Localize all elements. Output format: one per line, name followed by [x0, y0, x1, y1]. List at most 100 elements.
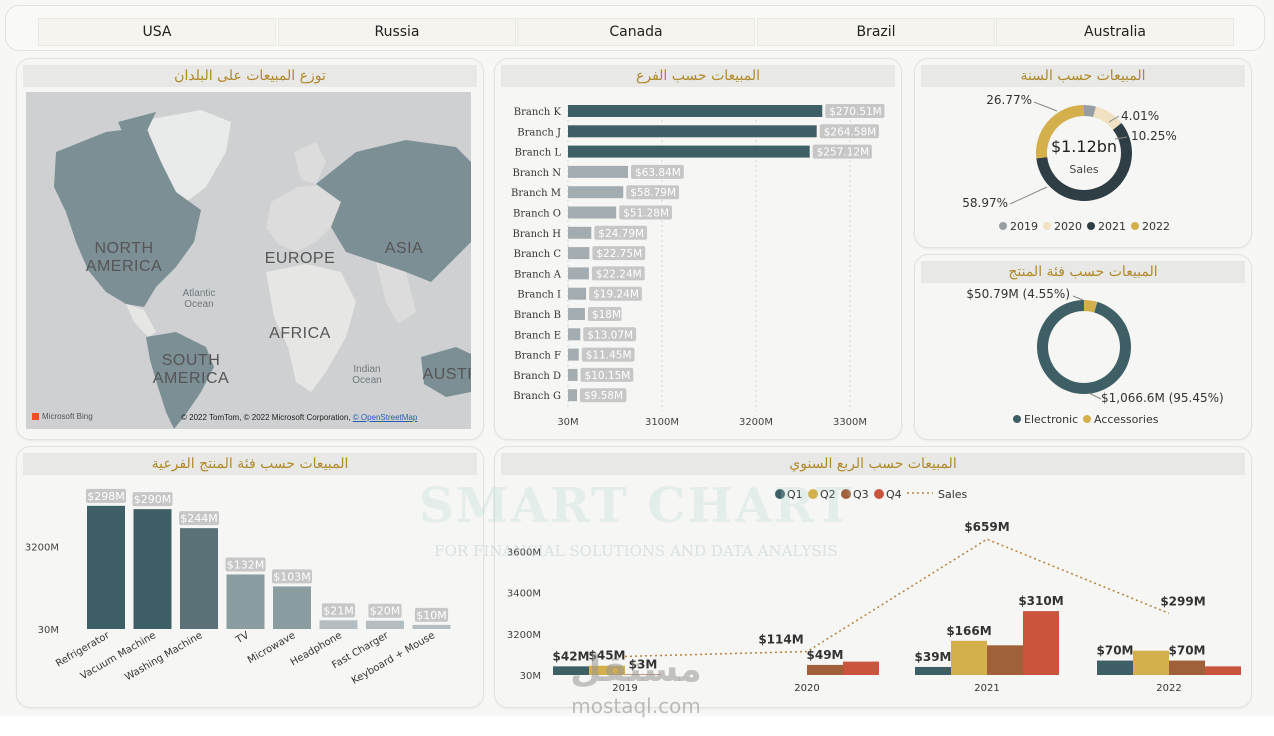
year-legend-swatch — [1131, 222, 1139, 230]
subcategory-data-label: $244M — [180, 512, 218, 525]
subcategory-data-label: $10M — [416, 609, 447, 622]
branch-x-tick: 30M — [557, 417, 578, 428]
tab-canada[interactable]: Canada — [517, 18, 755, 46]
branch-category-label: Branch N — [512, 168, 561, 179]
map-label-north-america: NORTH AMERICA — [85, 240, 163, 275]
quarter-legend-label: Q2 — [820, 488, 836, 501]
branch-category-label: Branch L — [515, 148, 562, 159]
quarter-panel-title: المبيعات حسب الربع السنوي — [501, 453, 1245, 475]
subcategory-data-label-bg — [272, 569, 312, 584]
branch-bar — [568, 165, 629, 178]
quarter-legend-swatch — [808, 489, 818, 499]
subcategory-y-tick: 30M — [38, 625, 59, 636]
quarter-data-label: $166M — [946, 624, 991, 638]
branch-data-label: $264.58M — [824, 126, 876, 138]
branch-category-label: Branch G — [513, 391, 561, 402]
quarter-bar-q2 — [589, 665, 625, 675]
branch-data-label: $257.12M — [817, 147, 869, 159]
category-data-label: $1,066.6M (95.45%) — [1101, 391, 1224, 405]
year-panel: المبيعات حسب السنة $1.12bn Sales 4.01% 10.2… — [914, 58, 1252, 248]
branch-data-label: $22.24M — [596, 268, 642, 280]
branch-data-label: $18M — [592, 309, 621, 321]
year-donut-slice — [1036, 123, 1132, 201]
year-leader-line — [1114, 136, 1128, 140]
bing-logo: Microsoft Bing — [32, 412, 93, 421]
branch-data-label-bg — [631, 164, 684, 179]
branch-bar — [568, 328, 581, 341]
year-legend-swatch — [999, 222, 1007, 230]
subcategory-data-label-bg — [179, 511, 219, 526]
category-panel-title: المبيعات حسب فئة المنتج — [921, 261, 1245, 283]
watermark-subtitle: FOR FINANCIAL SOLUTIONS AND DATA ANALYSI… — [434, 542, 838, 560]
subcategory-data-label-bg — [368, 603, 402, 618]
subcategory-data-label-bg — [225, 557, 266, 572]
branch-data-label: $51.28M — [623, 208, 669, 220]
watermark-title: SMART CHART — [418, 478, 854, 534]
branch-category-label: Branch K — [514, 107, 562, 118]
quarter-bar-q4 — [1205, 666, 1241, 675]
year-data-label: 4.01% — [1121, 109, 1159, 123]
sales-map[interactable]: NORTH AMERICA EUROPE ASIA AFRICA SOUTH A… — [26, 92, 471, 429]
branch-data-label-bg — [594, 225, 648, 240]
tab-russia[interactable]: Russia — [278, 18, 516, 46]
subcategory-panel: المبيعات حسب فئة المنتج الفرعية 30M 3200M… — [16, 446, 484, 708]
year-center-label: Sales — [1069, 163, 1099, 176]
branch-bar — [568, 389, 578, 402]
year-donut-chart: $1.12bn Sales 4.01% 10.25% 58.97% 26.77% 2019 2… — [962, 93, 1177, 233]
map-label-south-america: SOUTH AMERICA — [152, 352, 230, 387]
branch-category-label: Branch C — [514, 249, 562, 260]
osm-link[interactable]: © OpenStreetMap — [352, 413, 418, 422]
branch-bar — [568, 186, 624, 199]
year-panel-title: المبيعات حسب السنة — [921, 65, 1245, 87]
subcategory-data-label: $21M — [323, 604, 354, 617]
quarter-bar-q1 — [915, 666, 951, 675]
tab-brazil[interactable]: Brazil — [757, 18, 995, 46]
branch-chart: 30M 3100M 3200M 3300M Branch K $270.51M Branch… — [511, 104, 885, 428]
tab-usa[interactable]: USA — [38, 18, 276, 46]
branch-bar — [568, 267, 589, 280]
quarter-data-label: $39M — [915, 650, 952, 664]
branch-data-label-bg — [581, 347, 635, 362]
quarter-data-label: $3M — [629, 657, 658, 671]
category-legend-label: Electronic — [1024, 413, 1078, 426]
quarter-x-label: 2022 — [1156, 683, 1181, 694]
quarter-x-label: 2020 — [794, 683, 819, 694]
sales-line-label: $114M — [758, 633, 803, 647]
subcategory-data-label: $103M — [273, 570, 311, 583]
quarter-legend-swatch — [874, 489, 884, 499]
map-attribution: © 2022 TomTom, © 2022 Microsoft Corporat… — [181, 413, 418, 422]
branch-panel: المبيعات حسب الفرع 30M 3100M 3200M 3300M Bra… — [494, 58, 902, 440]
branch-data-label-bg — [825, 104, 885, 118]
quarter-bar-q3 — [807, 664, 843, 675]
branch-category-label: Branch H — [513, 229, 562, 240]
branch-panel-title: المبيعات حسب الفرع — [501, 65, 895, 87]
quarter-legend-label: Sales — [938, 488, 968, 501]
quarter-data-label: $70M — [1097, 644, 1134, 658]
category-leader-line — [1088, 392, 1102, 400]
branch-data-label: $22.75M — [596, 248, 642, 260]
branch-data-label-bg — [819, 124, 879, 139]
category-donut-chart: $1,066.6M (95.45%) $50.79M (4.55%) Electro… — [966, 287, 1224, 426]
branch-data-label-bg — [589, 286, 642, 301]
branch-bar — [568, 105, 823, 117]
year-data-label: 58.97% — [962, 196, 1008, 210]
map-label-indian: Indian Ocean — [352, 364, 382, 386]
branch-category-label: Branch F — [514, 351, 561, 362]
quarter-y-tick: 3200M — [507, 630, 541, 641]
branch-data-label: $11.45M — [586, 350, 632, 362]
subcategory-data-label-bg — [86, 488, 126, 503]
branch-data-label: $24.79M — [598, 228, 644, 240]
subcategory-bar — [319, 620, 358, 629]
category-data-label: $50.79M (4.55%) — [966, 287, 1070, 301]
quarter-legend-label: Q1 — [787, 488, 803, 501]
branch-data-label: $13.07M — [587, 329, 633, 341]
branch-data-label-bg — [591, 266, 645, 281]
mostaql-logo: مستقل — [570, 649, 702, 690]
branch-data-label: $63.84M — [635, 167, 681, 179]
tab-australia[interactable]: Australia — [996, 18, 1234, 46]
branch-bar — [568, 308, 585, 320]
branch-data-label-bg — [580, 367, 634, 382]
subcategory-data-label: $290M — [134, 493, 172, 506]
branch-bar — [568, 287, 587, 300]
